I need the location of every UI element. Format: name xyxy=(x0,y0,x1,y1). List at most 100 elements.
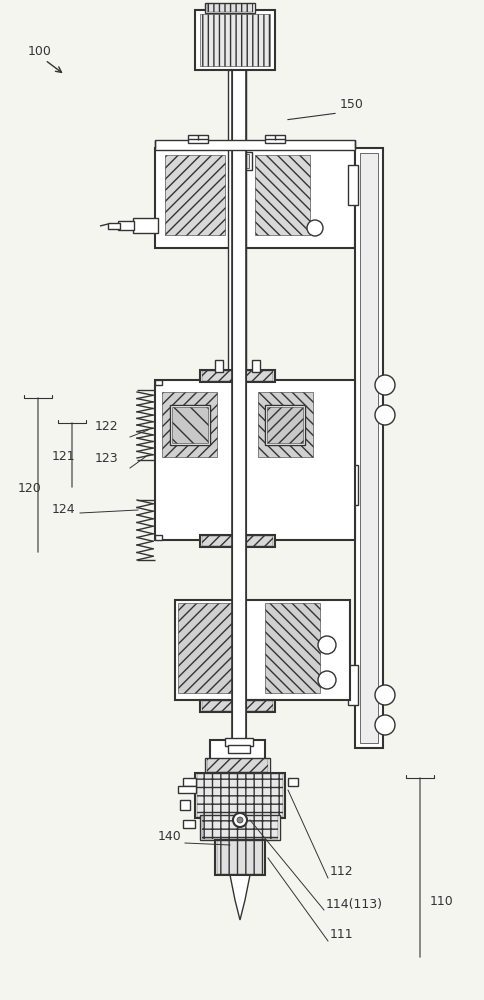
Bar xyxy=(234,298,244,300)
Circle shape xyxy=(233,813,247,827)
Bar xyxy=(234,598,244,600)
Bar xyxy=(165,155,225,235)
Bar xyxy=(234,333,244,335)
Bar xyxy=(155,380,162,385)
Bar xyxy=(210,740,265,760)
Bar xyxy=(202,701,273,711)
Bar xyxy=(267,407,303,443)
Bar xyxy=(234,553,244,555)
Bar xyxy=(200,14,270,66)
Bar xyxy=(234,548,244,550)
Bar xyxy=(232,152,252,170)
Bar xyxy=(232,386,242,389)
Polygon shape xyxy=(230,875,250,920)
Bar xyxy=(234,303,244,305)
Bar xyxy=(234,433,244,435)
Bar xyxy=(232,320,242,323)
Bar xyxy=(232,254,242,257)
Bar xyxy=(234,228,244,230)
Bar xyxy=(234,278,244,280)
Bar xyxy=(155,148,355,248)
Bar xyxy=(178,786,196,793)
Bar xyxy=(234,248,244,250)
Bar xyxy=(232,158,242,161)
Bar xyxy=(232,176,242,179)
Bar xyxy=(228,148,246,448)
Bar xyxy=(234,73,244,75)
Text: 123: 123 xyxy=(95,452,119,465)
Bar xyxy=(234,348,244,350)
Circle shape xyxy=(375,405,395,425)
Bar xyxy=(234,418,244,420)
Text: 110: 110 xyxy=(430,895,454,908)
Bar xyxy=(232,374,242,377)
Bar xyxy=(195,773,285,818)
Circle shape xyxy=(307,220,323,236)
Bar xyxy=(234,678,244,680)
Bar xyxy=(234,383,244,385)
Circle shape xyxy=(237,817,243,823)
Bar xyxy=(232,218,242,221)
Bar xyxy=(234,133,244,135)
Bar xyxy=(348,665,358,705)
Circle shape xyxy=(375,375,395,395)
Bar xyxy=(234,178,244,180)
Bar xyxy=(234,538,244,540)
Bar xyxy=(234,508,244,510)
Bar xyxy=(232,224,242,227)
Bar xyxy=(234,93,244,95)
Bar xyxy=(234,283,244,285)
Bar xyxy=(215,840,265,875)
Bar xyxy=(232,70,246,740)
Bar xyxy=(234,503,244,505)
Bar xyxy=(234,168,244,170)
Bar xyxy=(232,368,242,371)
Bar xyxy=(228,745,250,753)
Bar xyxy=(234,608,244,610)
Bar xyxy=(232,434,242,437)
Bar xyxy=(234,573,244,575)
Bar xyxy=(234,158,244,160)
Bar xyxy=(234,393,244,395)
Circle shape xyxy=(375,685,395,705)
Bar xyxy=(234,118,244,120)
Bar xyxy=(234,398,244,400)
Bar xyxy=(234,518,244,520)
Bar xyxy=(234,408,244,410)
Bar xyxy=(234,103,244,105)
Bar xyxy=(234,243,244,245)
Bar xyxy=(234,663,244,665)
Text: 140: 140 xyxy=(158,830,182,843)
Bar xyxy=(234,668,244,670)
Bar xyxy=(234,253,244,255)
Bar xyxy=(234,263,244,265)
Bar xyxy=(234,363,244,365)
Bar xyxy=(170,405,210,445)
Bar xyxy=(232,260,242,263)
Bar xyxy=(234,543,244,545)
Bar xyxy=(360,153,378,743)
Bar xyxy=(234,113,244,115)
Bar xyxy=(232,428,242,431)
Bar xyxy=(178,603,233,693)
Bar xyxy=(232,362,242,365)
Bar xyxy=(207,759,268,772)
Bar xyxy=(234,148,244,150)
Bar xyxy=(155,380,355,540)
Bar xyxy=(234,623,244,625)
Bar xyxy=(234,343,244,345)
Bar xyxy=(234,388,244,390)
Bar xyxy=(234,273,244,275)
Bar xyxy=(234,473,244,475)
Bar xyxy=(234,268,244,270)
Bar xyxy=(234,223,244,225)
Bar xyxy=(234,173,244,175)
Bar xyxy=(232,194,242,197)
Bar xyxy=(234,183,244,185)
Bar xyxy=(234,498,244,500)
Bar xyxy=(108,223,120,229)
Bar xyxy=(232,350,242,353)
Bar xyxy=(234,633,244,635)
Bar xyxy=(232,152,242,155)
Bar xyxy=(234,583,244,585)
